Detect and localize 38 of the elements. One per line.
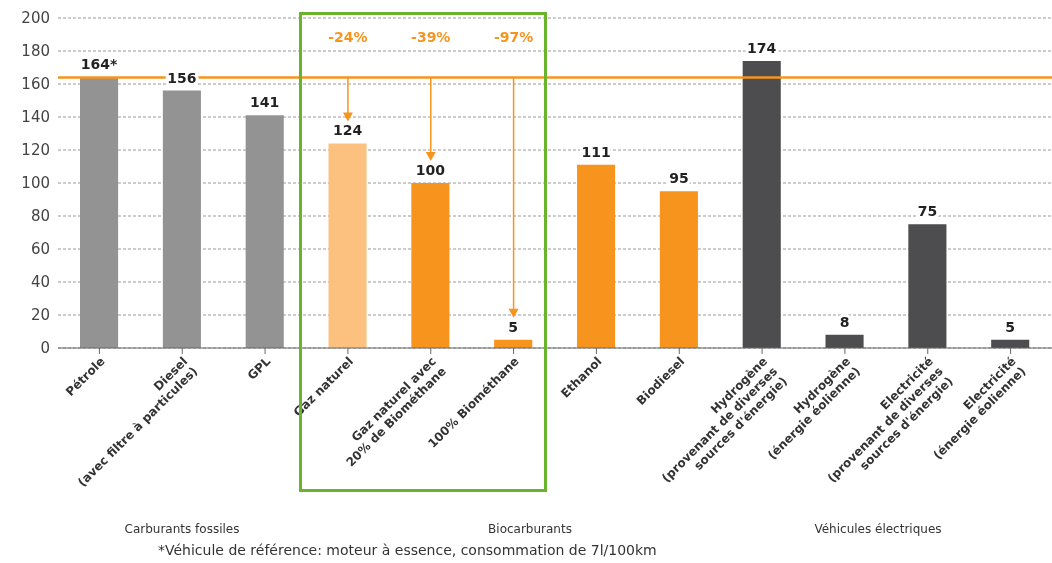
data-label: 5 [1005, 318, 1016, 335]
text: Carburants fossiles [123, 522, 241, 536]
y-tick-label: 60 [30, 240, 50, 259]
bar [328, 143, 367, 348]
bar [659, 191, 698, 348]
data-label: 111 [581, 143, 611, 160]
bar [908, 224, 947, 348]
annotation: -39% [411, 29, 451, 45]
annotation: -97% [493, 29, 534, 45]
data-label: 141 [250, 94, 280, 111]
data-label: 8 [839, 313, 850, 330]
text: *Véhicule de référence: moteur à essence, consommation de 7l/100km [158, 542, 658, 558]
text: Véhicules électriques [813, 522, 943, 536]
y-tick-label: 40 [30, 273, 50, 292]
y-tick-label: 180 [21, 42, 50, 61]
bar [162, 90, 201, 348]
text: Biocarburants [487, 522, 573, 536]
y-tick-label: 200 [21, 9, 50, 28]
y-tick-label: 100 [21, 174, 50, 193]
x-tick-label: GPL [244, 353, 274, 383]
bar [825, 334, 864, 348]
data-label: 95 [669, 170, 689, 187]
data-label: 5 [508, 318, 519, 335]
bar [411, 183, 450, 348]
bar [742, 60, 781, 348]
data-label: 174 [747, 39, 777, 56]
y-tick-label: 140 [21, 108, 50, 127]
y-tick-label: 160 [21, 75, 50, 94]
y-tick-label: 80 [30, 207, 50, 226]
annotation: -24% [328, 29, 368, 45]
data-label: 164* [80, 56, 118, 73]
data-label: 100 [415, 162, 446, 178]
y-tick-label: 120 [21, 141, 50, 160]
y-tick-label: 20 [30, 306, 50, 325]
y-tick-label: 0 [40, 339, 50, 358]
bar [577, 164, 616, 348]
data-label: 75 [917, 203, 938, 220]
data-label: 124 [332, 122, 363, 139]
